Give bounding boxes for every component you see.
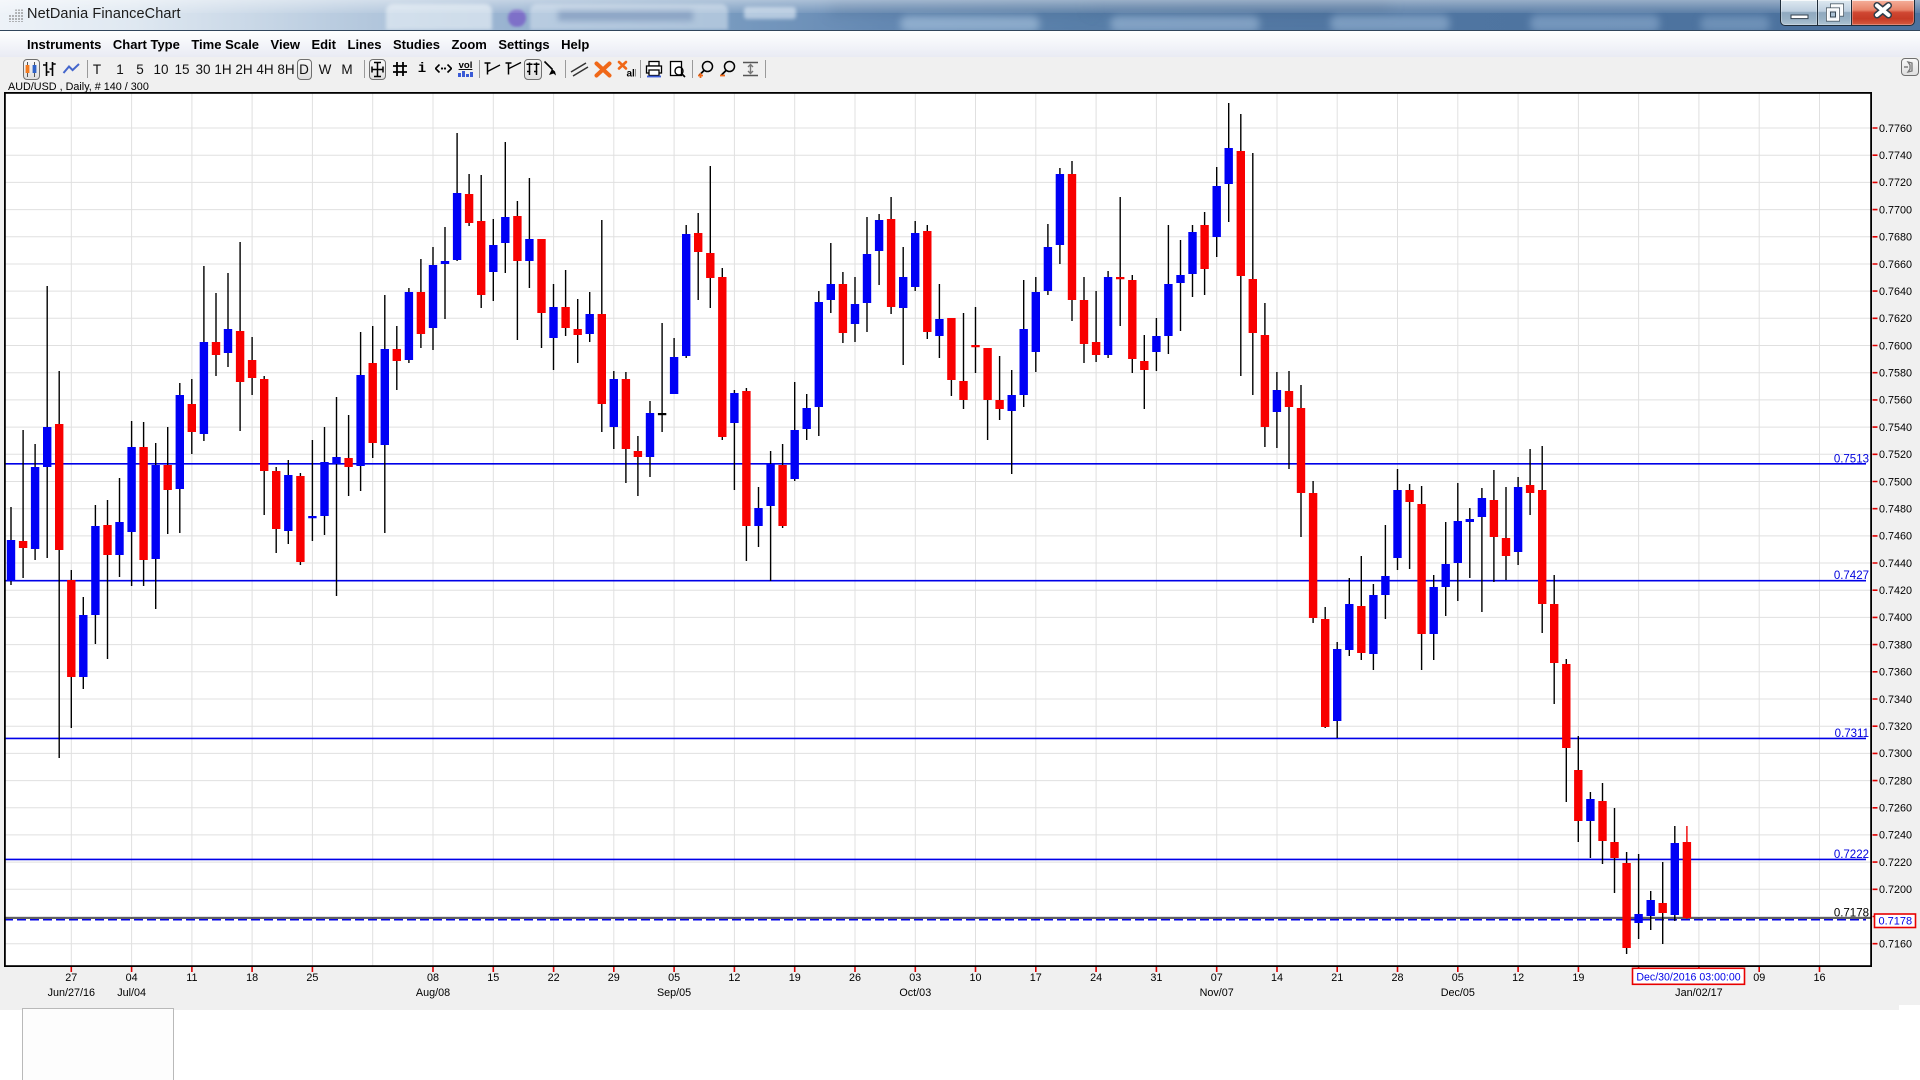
- svg-text:0.7480: 0.7480: [1879, 504, 1912, 516]
- svg-text:0.7700: 0.7700: [1879, 204, 1912, 216]
- svg-text:27: 27: [65, 972, 77, 984]
- svg-text:0.7580: 0.7580: [1879, 368, 1912, 380]
- svg-text:Dec/30/2016 03:00:00: Dec/30/2016 03:00:00: [1636, 972, 1740, 984]
- svg-text:0.7222: 0.7222: [1834, 849, 1869, 861]
- svg-text:0.7540: 0.7540: [1879, 422, 1912, 434]
- svg-text:0.7440: 0.7440: [1879, 558, 1912, 570]
- svg-text:0.7500: 0.7500: [1879, 476, 1912, 488]
- svg-text:0.7520: 0.7520: [1879, 449, 1912, 461]
- svg-text:26: 26: [849, 972, 861, 984]
- svg-text:0.7640: 0.7640: [1879, 286, 1912, 298]
- svg-text:31: 31: [1150, 972, 1162, 984]
- svg-text:0.7200: 0.7200: [1879, 884, 1912, 896]
- svg-text:0.7427: 0.7427: [1834, 570, 1869, 582]
- svg-text:0.7420: 0.7420: [1879, 585, 1912, 597]
- svg-text:0.7260: 0.7260: [1879, 803, 1912, 815]
- svg-text:28: 28: [1391, 972, 1403, 984]
- svg-text:0.7300: 0.7300: [1879, 748, 1912, 760]
- svg-text:0.7360: 0.7360: [1879, 667, 1912, 679]
- svg-text:Oct/03: Oct/03: [899, 987, 931, 999]
- svg-text:Nov/07: Nov/07: [1200, 987, 1234, 999]
- svg-text:04: 04: [126, 972, 138, 984]
- svg-text:0.7760: 0.7760: [1879, 123, 1912, 135]
- svg-text:08: 08: [427, 972, 439, 984]
- svg-text:19: 19: [789, 972, 801, 984]
- svg-text:0.7240: 0.7240: [1879, 830, 1912, 842]
- svg-text:0.7660: 0.7660: [1879, 259, 1912, 271]
- svg-text:0.7320: 0.7320: [1879, 721, 1912, 733]
- svg-text:19: 19: [1572, 972, 1584, 984]
- svg-text:16: 16: [1813, 972, 1825, 984]
- svg-text:0.7720: 0.7720: [1879, 177, 1912, 189]
- svg-text:05: 05: [668, 972, 680, 984]
- svg-text:0.7311: 0.7311: [1835, 728, 1869, 740]
- svg-text:12: 12: [1512, 972, 1524, 984]
- svg-text:0.7178: 0.7178: [1879, 915, 1913, 927]
- svg-text:0.7340: 0.7340: [1879, 694, 1912, 706]
- svg-text:0.7380: 0.7380: [1879, 639, 1912, 651]
- svg-text:vol: vol: [459, 60, 473, 71]
- svg-text:0.7560: 0.7560: [1879, 395, 1912, 407]
- svg-text:0.7280: 0.7280: [1879, 775, 1912, 787]
- svg-text:21: 21: [1331, 972, 1343, 984]
- svg-text:07: 07: [1211, 972, 1223, 984]
- svg-text:24: 24: [1090, 972, 1102, 984]
- svg-text:05: 05: [1452, 972, 1464, 984]
- svg-text:14: 14: [1271, 972, 1283, 984]
- svg-text:18: 18: [246, 972, 258, 984]
- svg-text:Jul/04: Jul/04: [117, 987, 146, 999]
- svg-text:12: 12: [728, 972, 740, 984]
- svg-text:0.7160: 0.7160: [1879, 939, 1912, 951]
- svg-text:0.7513: 0.7513: [1834, 453, 1869, 465]
- svg-text:0.7740: 0.7740: [1879, 150, 1912, 162]
- svg-text:09: 09: [1753, 972, 1765, 984]
- svg-text:Dec/05: Dec/05: [1441, 987, 1475, 999]
- svg-text:17: 17: [1030, 972, 1042, 984]
- svg-text:15: 15: [487, 972, 499, 984]
- svg-text:03: 03: [909, 972, 921, 984]
- svg-text:0.7178: 0.7178: [1834, 908, 1869, 920]
- svg-text:Jun/27/16: Jun/27/16: [48, 987, 95, 999]
- svg-text:0.7400: 0.7400: [1879, 612, 1912, 624]
- svg-text:Jan/02/17: Jan/02/17: [1675, 987, 1722, 999]
- svg-text:11: 11: [186, 972, 197, 984]
- svg-text:10: 10: [969, 972, 981, 984]
- svg-text:0.7220: 0.7220: [1879, 857, 1912, 869]
- svg-text:29: 29: [608, 972, 620, 984]
- svg-text:25: 25: [306, 972, 318, 984]
- svg-text:Sep/05: Sep/05: [657, 987, 691, 999]
- svg-text:0.7620: 0.7620: [1879, 313, 1912, 325]
- svg-text:0.7600: 0.7600: [1879, 340, 1912, 352]
- svg-text:22: 22: [548, 972, 560, 984]
- svg-text:0.7680: 0.7680: [1879, 232, 1912, 244]
- svg-text:0.7460: 0.7460: [1879, 531, 1912, 543]
- svg-text:Aug/08: Aug/08: [416, 987, 450, 999]
- svg-text:all: all: [627, 69, 637, 80]
